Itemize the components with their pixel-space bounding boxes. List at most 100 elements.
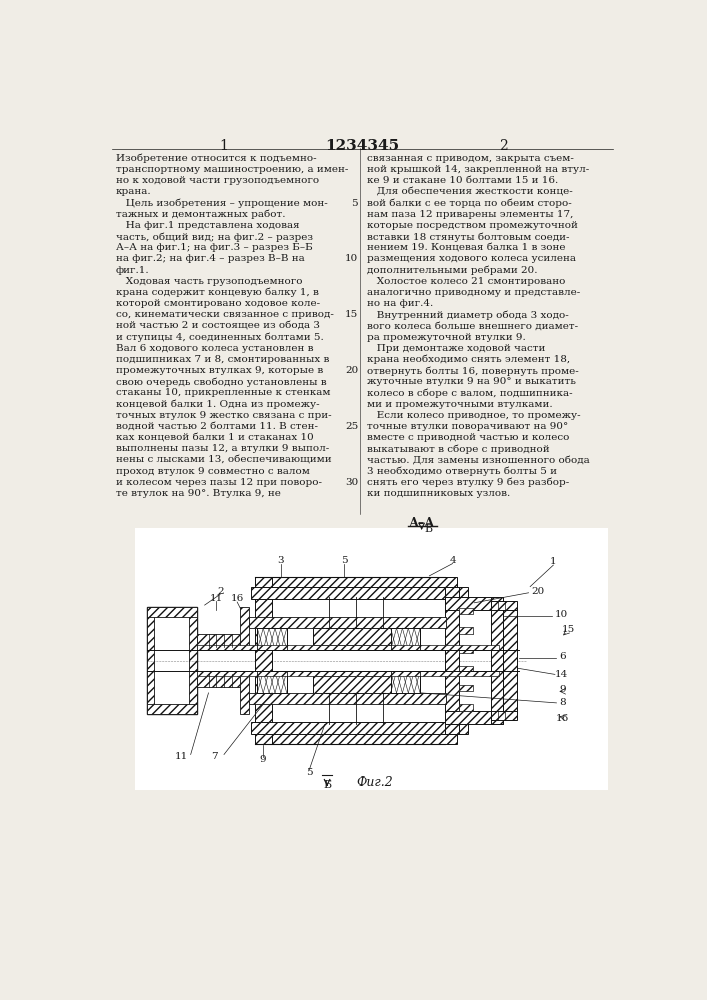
Text: на фиг.2; на фиг.4 – разрез В–В на: на фиг.2; на фиг.4 – разрез В–В на	[115, 254, 304, 263]
Text: крана необходимо снять элемент 18,: крана необходимо снять элемент 18,	[368, 355, 571, 364]
Text: подшипниках 7 и 8, смонтированных в: подшипниках 7 и 8, смонтированных в	[115, 355, 329, 364]
Text: колесо в сборе с валом, подшипника-: колесо в сборе с валом, подшипника-	[368, 388, 573, 398]
Bar	[391, 671, 420, 693]
Text: 9: 9	[559, 685, 566, 694]
Text: частью. Для замены изношенного обода: частью. Для замены изношенного обода	[368, 455, 590, 464]
Bar	[459, 666, 473, 672]
Bar	[240, 607, 249, 649]
Text: водной частью 2 болтами 11. В стен-: водной частью 2 болтами 11. В стен-	[115, 422, 317, 431]
Bar	[391, 671, 420, 693]
Text: вставки 18 стянуты болтовым соеди-: вставки 18 стянуты болтовым соеди-	[368, 232, 570, 242]
Text: 20: 20	[345, 366, 358, 375]
Text: 10: 10	[345, 254, 358, 263]
Bar	[249, 617, 446, 628]
Text: и колесом через пазы 12 при поворо-: и колесом через пазы 12 при поворо-	[115, 478, 322, 487]
Bar	[146, 607, 197, 617]
Text: Внутренний диаметр обода 3 ходо-: Внутренний диаметр обода 3 ходо-	[368, 310, 569, 320]
Text: 11: 11	[209, 594, 223, 603]
Text: 1: 1	[220, 139, 228, 153]
Text: жуточные втулки 9 на 90° и выкатить: жуточные втулки 9 на 90° и выкатить	[368, 377, 576, 386]
Text: Б: Б	[425, 524, 433, 534]
Text: 3: 3	[277, 556, 284, 565]
Text: выполнены пазы 12, а втулки 9 выпол-: выполнены пазы 12, а втулки 9 выпол-	[115, 444, 329, 453]
Text: концевой балки 1. Одна из промежу-: концевой балки 1. Одна из промежу-	[115, 400, 319, 409]
Text: тажных и демонтажных работ.: тажных и демонтажных работ.	[115, 210, 285, 219]
Text: нам паза 12 приварены элементы 17,: нам паза 12 приварены элементы 17,	[368, 210, 574, 219]
Text: Б: Б	[323, 780, 331, 790]
Text: отвернуть болты 16, повернуть проме-: отвернуть болты 16, повернуть проме-	[368, 366, 579, 376]
Text: ной частью 2 и состоящее из обода 3: ной частью 2 и состоящее из обода 3	[115, 321, 320, 330]
Text: фиг.1.: фиг.1.	[115, 266, 149, 275]
Text: которые посредством промежуточной: которые посредством промежуточной	[368, 221, 578, 230]
Bar	[459, 647, 473, 653]
Bar	[257, 671, 287, 693]
Text: 20: 20	[531, 587, 544, 596]
Bar	[459, 608, 473, 614]
Text: связанная с приводом, закрыта съем-: связанная с приводом, закрыта съем-	[368, 154, 574, 163]
Text: 25: 25	[345, 422, 358, 431]
Text: 10: 10	[554, 610, 568, 619]
Text: стаканы 10, прикрепленные к стенкам: стаканы 10, прикрепленные к стенкам	[115, 388, 330, 397]
Text: На фиг.1 представлена ходовая: На фиг.1 представлена ходовая	[115, 221, 299, 230]
Bar	[249, 693, 446, 704]
Text: ке 9 и стакане 10 болтами 15 и 16.: ке 9 и стакане 10 болтами 15 и 16.	[368, 176, 559, 185]
Bar	[313, 628, 398, 645]
Text: Ходовая часть грузоподъемного: Ходовая часть грузоподъемного	[115, 277, 302, 286]
Text: Холостое колесо 21 смонтировано: Холостое колесо 21 смонтировано	[368, 277, 566, 286]
Text: размещения ходового колеса усилена: размещения ходового колеса усилена	[368, 254, 576, 263]
Text: нением 19. Концевая балка 1 в зоне: нением 19. Концевая балка 1 в зоне	[368, 243, 566, 252]
Bar	[146, 607, 197, 714]
Text: 3 необходимо отвернуть болты 5 и: 3 необходимо отвернуть болты 5 и	[368, 466, 557, 476]
Text: нены с лысками 13, обеспечивающими: нены с лысками 13, обеспечивающими	[115, 455, 331, 464]
Text: вместе с приводной частью и колесо: вместе с приводной частью и колесо	[368, 433, 570, 442]
Bar	[255, 724, 457, 744]
Bar	[189, 607, 197, 714]
Bar	[491, 711, 517, 720]
Bar	[459, 627, 473, 634]
Bar	[391, 628, 420, 650]
Text: 16: 16	[556, 714, 569, 723]
Text: 30: 30	[345, 478, 358, 487]
Text: транспортному машиностроению, а имен-: транспортному машиностроению, а имен-	[115, 165, 348, 174]
Text: 5: 5	[341, 556, 347, 565]
Text: свою очередь свободно установлены в: свою очередь свободно установлены в	[115, 377, 326, 387]
Text: 1: 1	[550, 557, 556, 566]
Text: крана.: крана.	[115, 187, 151, 196]
Text: 2: 2	[217, 587, 223, 596]
Text: Цель изобретения – упрощение мон-: Цель изобретения – упрощение мон-	[115, 199, 327, 208]
Text: но на фиг.4.: но на фиг.4.	[368, 299, 433, 308]
Bar	[257, 671, 287, 693]
Text: ра промежуточной втулки 9.: ра промежуточной втулки 9.	[368, 333, 526, 342]
Text: 5: 5	[306, 768, 312, 777]
Bar	[257, 628, 287, 650]
Bar	[491, 597, 503, 724]
Bar	[459, 685, 473, 691]
Text: ки подшипниковых узлов.: ки подшипниковых узлов.	[368, 489, 510, 498]
Bar	[445, 597, 503, 610]
Text: А–А: А–А	[409, 517, 435, 530]
Text: но к ходовой части грузоподъемного: но к ходовой части грузоподъемного	[115, 176, 319, 185]
Bar	[459, 704, 473, 711]
Bar	[445, 587, 459, 734]
Text: промежуточных втулках 9, которые в: промежуточных втулках 9, которые в	[115, 366, 323, 375]
Text: те втулок на 90°. Втулка 9, не: те втулок на 90°. Втулка 9, не	[115, 489, 281, 498]
Bar	[251, 722, 468, 734]
Text: 6: 6	[559, 652, 566, 661]
Text: часть, общий вид; на фиг.2 – разрез: часть, общий вид; на фиг.2 – разрез	[115, 232, 312, 242]
Bar	[503, 608, 517, 713]
Bar	[391, 628, 420, 650]
Text: и ступицы 4, соединенных болтами 5.: и ступицы 4, соединенных болтами 5.	[115, 333, 323, 342]
Text: 4: 4	[450, 556, 456, 565]
Bar	[313, 676, 398, 693]
Text: При демонтаже ходовой части: При демонтаже ходовой части	[368, 344, 546, 353]
Bar	[255, 577, 272, 744]
Text: крана содержит концевую балку 1, в: крана содержит концевую балку 1, в	[115, 288, 318, 297]
Text: 8: 8	[559, 698, 566, 707]
Bar	[197, 674, 243, 687]
Text: 2: 2	[498, 139, 508, 153]
Text: 11: 11	[175, 752, 188, 761]
Text: Вал 6 ходового колеса установлен в: Вал 6 ходового колеса установлен в	[115, 344, 313, 353]
Text: 15: 15	[345, 310, 358, 319]
Text: вой балки с ее торца по обеим сторо-: вой балки с ее торца по обеим сторо-	[368, 199, 572, 208]
Text: точные втулки поворачивают на 90°: точные втулки поворачивают на 90°	[368, 422, 568, 431]
